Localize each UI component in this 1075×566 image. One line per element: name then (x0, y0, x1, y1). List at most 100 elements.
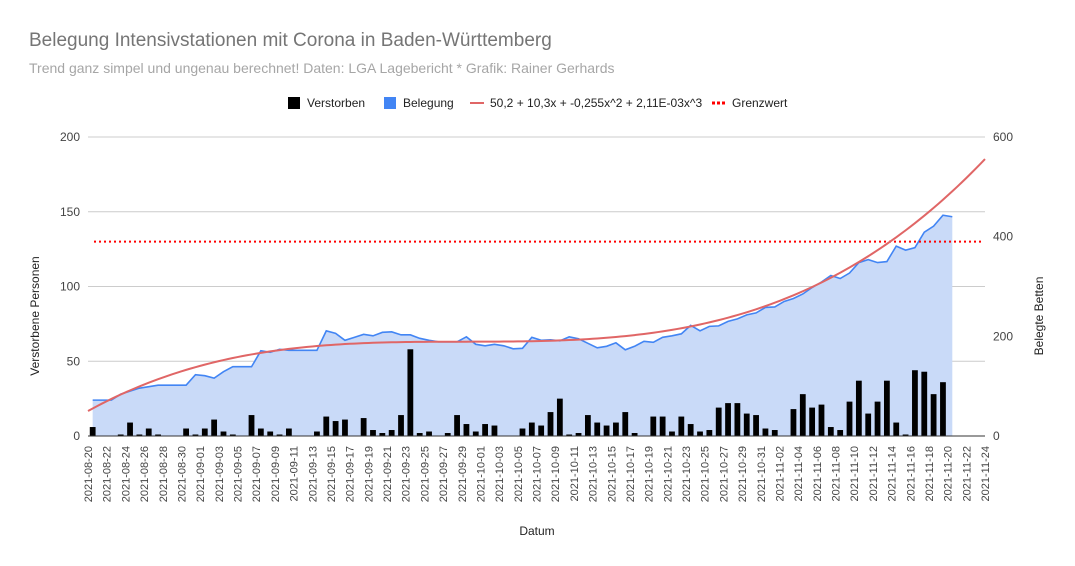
verstorben-bar (762, 428, 769, 436)
verstorben-bar (631, 433, 638, 436)
x-tick-label: 2021-10-03 (494, 446, 506, 502)
chart-title: Belegung Intensivstationen mit Corona in… (29, 30, 552, 51)
verstorben-bar (332, 421, 339, 436)
x-tick-label: 2021-11-10 (849, 446, 861, 501)
x-tick-label: 2021-11-12 (868, 446, 880, 501)
x-tick-label: 2021-08-24 (120, 446, 132, 502)
trend-line-group (87, 158, 986, 412)
x-tick-label: 2021-11-14 (887, 446, 899, 501)
legend-label: 50,2 + 10,3x + -0,255x^2 + 2,11E-03x^3 (490, 96, 703, 110)
legend-swatch (288, 97, 300, 109)
x-tick-label: 2021-09-07 (251, 446, 263, 502)
verstorben-bar (416, 433, 423, 436)
verstorben-bar (491, 425, 498, 436)
legend-swatch (384, 97, 396, 109)
x-tick-label: 2021-09-15 (326, 446, 338, 502)
verstorben-bar (257, 428, 264, 436)
x-tick-label: 2021-09-29 (457, 446, 469, 502)
x-tick-label: 2021-09-09 (270, 446, 282, 502)
x-tick-label: 2021-08-22 (102, 446, 114, 502)
verstorben-bar (89, 427, 96, 436)
verstorben-bar (463, 424, 470, 436)
belegung-line (92, 214, 953, 401)
verstorben-bar (790, 409, 797, 436)
y-axis-right-label: Belegte Betten (1032, 277, 1046, 356)
verstorben-bar (407, 349, 414, 436)
y-right-tick-label: 400 (993, 230, 1013, 244)
verstorben-bars (89, 349, 946, 437)
y-left-tick-label: 50 (67, 354, 81, 368)
verstorben-bar (855, 380, 862, 436)
verstorben-bar (444, 433, 451, 436)
x-tick-label: 2021-10-27 (718, 446, 730, 502)
verstorben-bar (622, 412, 629, 436)
y-left-tick-label: 200 (60, 130, 80, 144)
legend-item: Belegung (384, 96, 454, 110)
verstorben-bar (799, 394, 806, 436)
y-right-tick-label: 600 (993, 130, 1013, 144)
legend-label: Belegung (403, 96, 454, 110)
verstorben-bar (715, 407, 722, 436)
legend: Verstorben Belegung 50,2 + 10,3x + -0,255x… (288, 96, 788, 110)
verstorben-bar (155, 434, 161, 436)
verstorben-bar (276, 434, 283, 436)
verstorben-bar (659, 416, 666, 436)
verstorben-bar (426, 431, 432, 436)
x-tick-label: 2021-11-16 (905, 446, 917, 501)
x-tick-label: 2021-11-06 (812, 446, 824, 501)
y-right-tick-label: 0 (993, 429, 1000, 443)
legend-label: Verstorben (307, 96, 365, 110)
x-tick-label: 2021-10-09 (550, 446, 562, 502)
x-tick-label: 2021-09-21 (382, 446, 394, 502)
y-left-tick-label: 150 (60, 205, 80, 219)
verstorben-bar (248, 415, 255, 436)
x-tick-label: 2021-09-17 (345, 446, 357, 502)
verstorben-bar (725, 403, 731, 436)
verstorben-bar (229, 434, 236, 436)
verstorben-bar (566, 434, 573, 436)
x-tick-label: 2021-10-13 (588, 446, 600, 502)
belegung-area-fill (92, 215, 953, 436)
verstorben-bar (902, 434, 909, 436)
verstorben-bar (865, 413, 872, 436)
verstorben-bar (211, 419, 218, 436)
verstorben-bar (575, 433, 582, 436)
x-tick-label: 2021-10-17 (625, 446, 637, 502)
x-tick-label: 2021-09-13 (307, 446, 319, 502)
verstorben-bar (743, 413, 750, 436)
x-tick-label: 2021-10-15 (606, 446, 618, 502)
y-left-tick-label: 100 (60, 280, 80, 294)
verstorben-bar (183, 428, 189, 436)
x-tick-label: 2021-10-19 (644, 446, 656, 502)
x-tick-label: 2021-10-23 (681, 446, 693, 502)
verstorben-bar (342, 419, 348, 436)
verstorben-bar (753, 415, 759, 436)
verstorben-bar (771, 430, 778, 436)
x-tick-label: 2021-11-02 (774, 446, 786, 501)
x-tick-label: 2021-09-01 (195, 446, 207, 502)
x-tick-label: 2021-10-29 (737, 446, 749, 502)
verstorben-bar (519, 428, 526, 436)
x-tick-label: 2021-08-20 (83, 446, 95, 502)
x-tick-label: 2021-09-03 (214, 446, 226, 502)
verstorben-bar (472, 431, 479, 436)
x-tick-label: 2021-11-18 (924, 446, 936, 501)
y-right-tick-label: 200 (993, 329, 1013, 343)
y-axis-left-label: Verstorbene Personen (28, 256, 42, 375)
verstorben-bar (669, 431, 675, 436)
x-tick-label: 2021-10-31 (756, 446, 768, 502)
verstorben-bar (678, 416, 685, 436)
trend-line (87, 158, 986, 412)
verstorben-bar (360, 418, 367, 436)
verstorben-bar (220, 431, 227, 436)
verstorben-bar (117, 434, 124, 436)
verstorben-bar (874, 401, 881, 436)
verstorben-bar (893, 422, 900, 436)
verstorben-bar (846, 401, 853, 436)
verstorben-bar (687, 424, 694, 436)
verstorben-bar (285, 428, 292, 436)
verstorben-bar (613, 422, 619, 436)
verstorben-bar (912, 370, 918, 436)
